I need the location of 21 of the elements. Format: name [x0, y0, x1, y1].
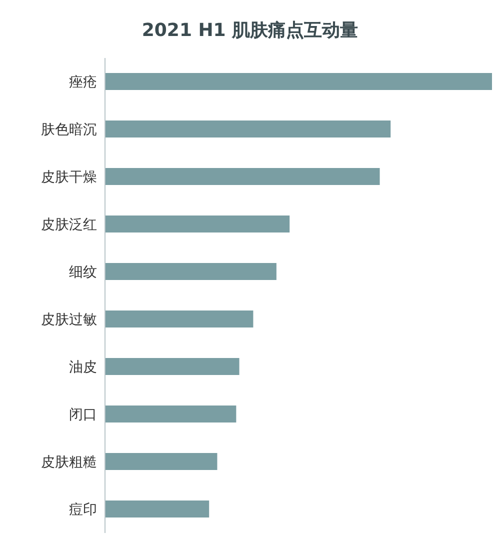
y-tick-label: 痤疮	[69, 74, 97, 91]
y-tick-label: 皮肤泛红	[41, 217, 97, 234]
bar	[105, 310, 254, 328]
bar	[105, 73, 492, 90]
y-tick-label: 皮肤过敏	[41, 312, 97, 328]
y-tick-label: 痘印	[69, 502, 97, 518]
bar	[105, 216, 290, 232]
y-tick-label: 闭口	[69, 407, 97, 424]
bar	[105, 120, 391, 138]
bar	[105, 263, 276, 280]
y-tick-label: 肤色暗沉	[41, 122, 97, 138]
chart-title: 2021 H1 肌肤痛点互动量	[140, 19, 360, 43]
bar	[105, 406, 236, 422]
y-tick-label: 细纹	[69, 264, 97, 281]
bar	[105, 358, 240, 375]
bar	[105, 168, 380, 185]
bar	[105, 453, 218, 470]
bar	[105, 500, 210, 518]
y-tick-label: 皮肤干燥	[41, 170, 97, 186]
y-tick-label: 皮肤粗糙	[41, 454, 97, 471]
y-tick-label: 油皮	[69, 360, 97, 376]
